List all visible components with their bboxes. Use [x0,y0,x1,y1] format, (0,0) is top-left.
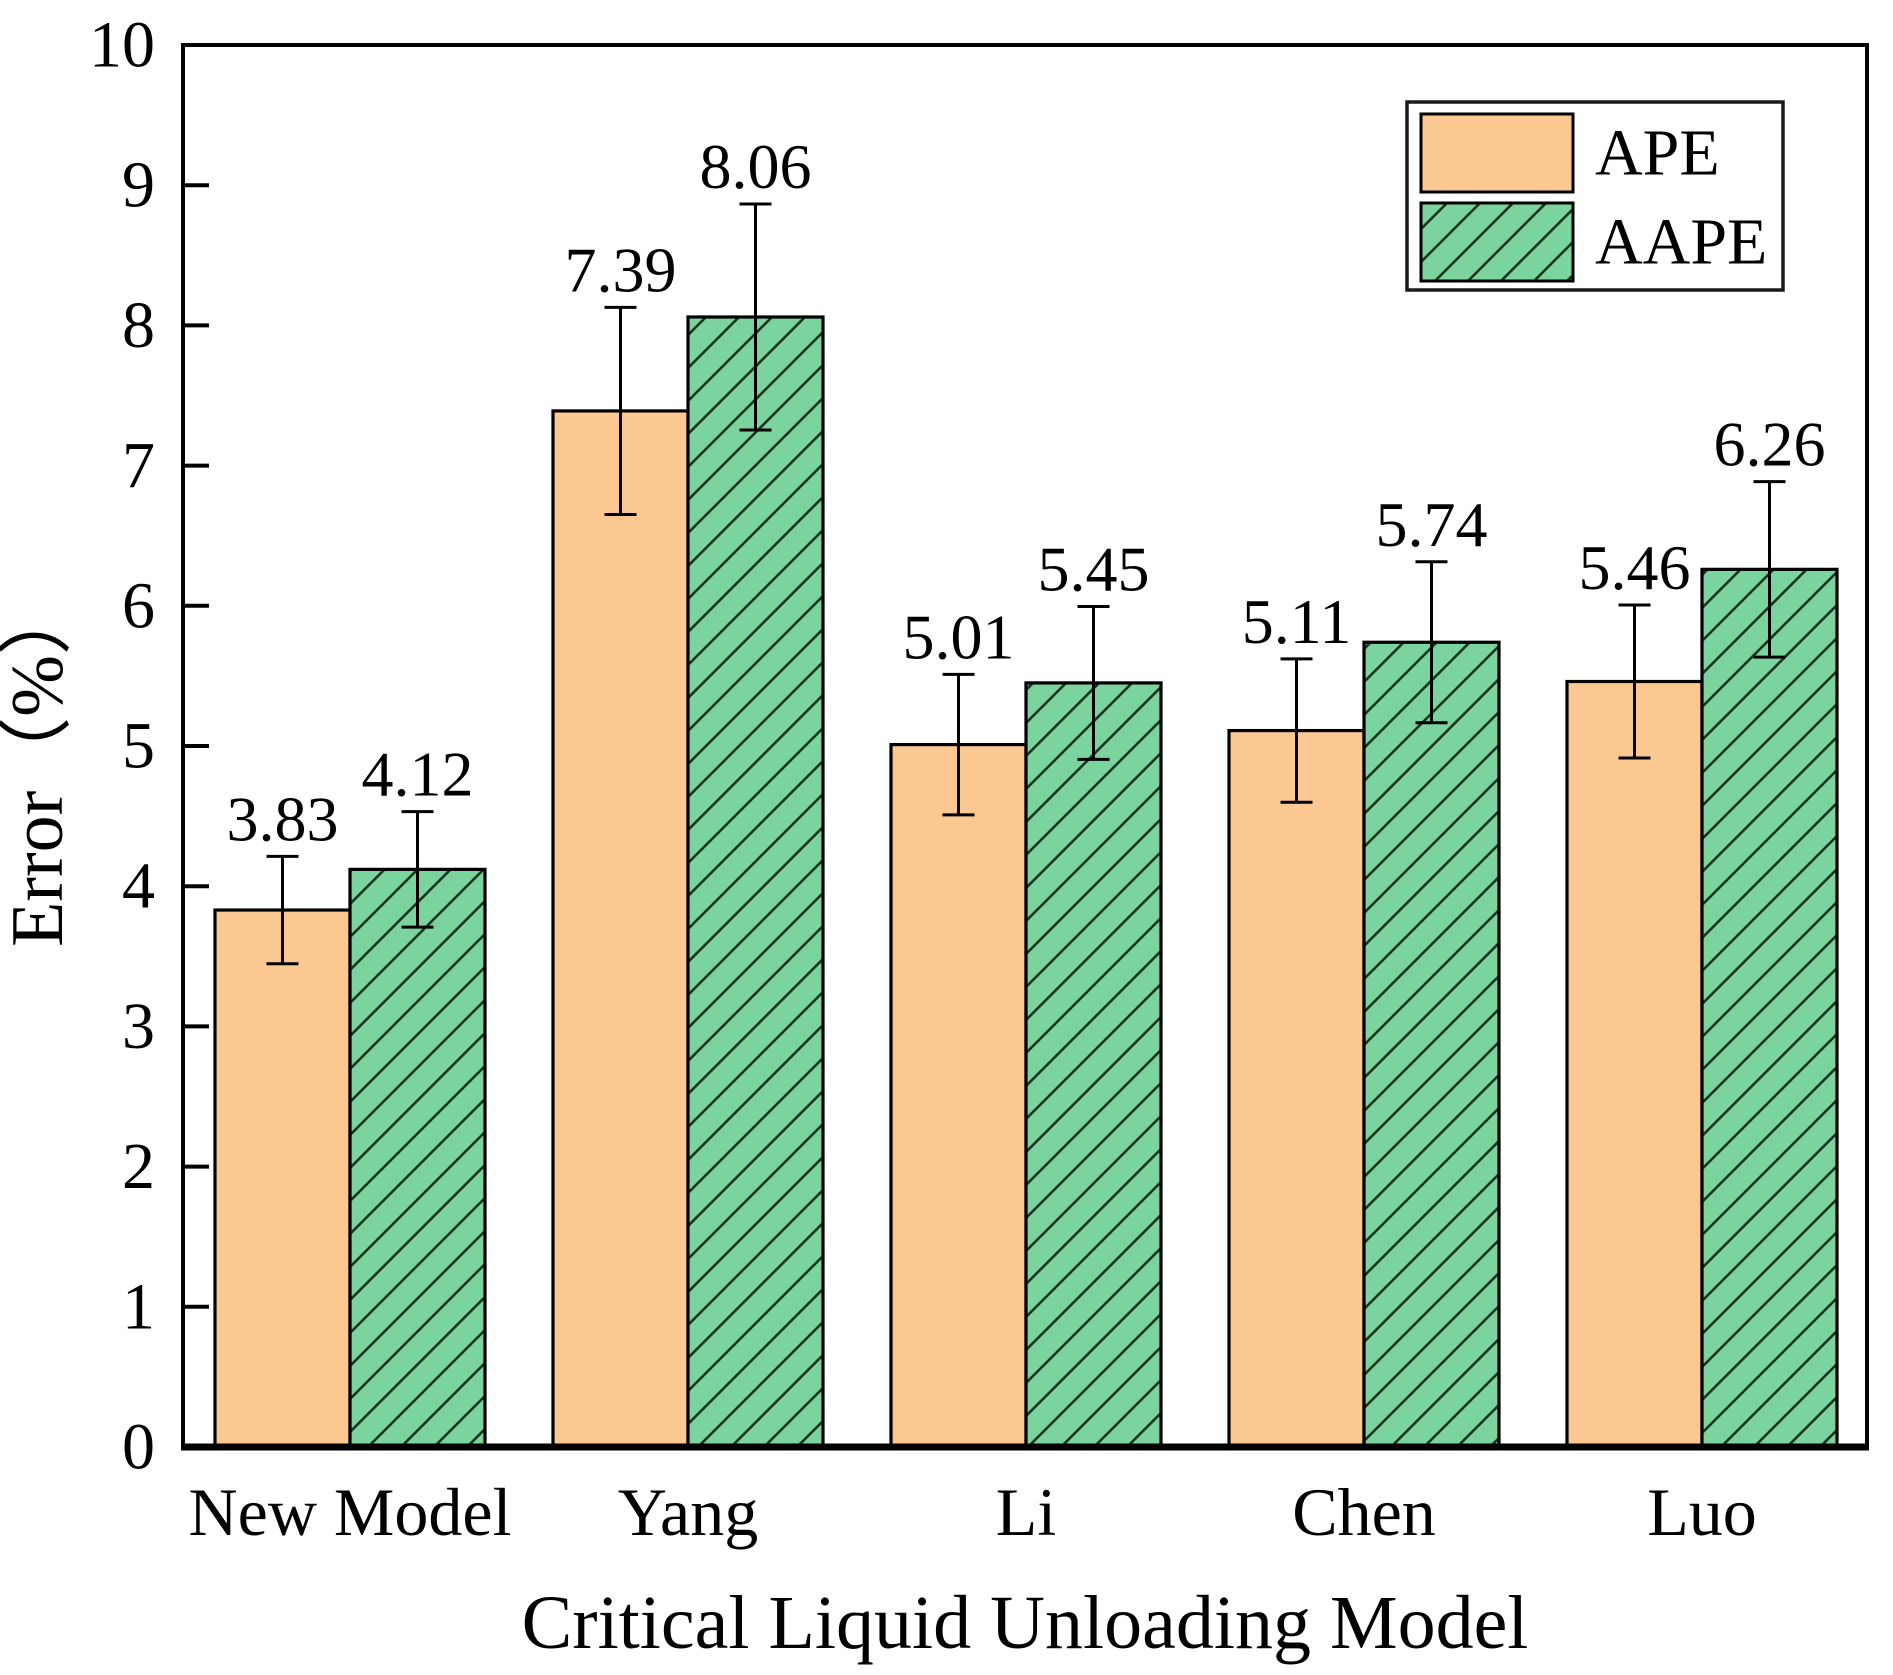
value-label-ape-chen: 5.11 [1242,586,1352,657]
y-tick-label-7: 7 [122,429,155,502]
bar-ape-1-li [891,744,1026,1447]
y-tick-label-10: 10 [89,9,155,82]
value-label-aape-li: 5.45 [1038,534,1150,605]
error-bar-aape-chen [1415,560,1448,725]
y-tick-label-6: 6 [122,569,155,642]
x-tick-label-luo: Luo [1647,1474,1757,1550]
bar-edge-aape-chen [1362,640,1501,1449]
legend-label-aape: AAPE [1595,206,1767,279]
bar-ape-1-new-model [215,910,350,1447]
bar-edge-aape-yang [686,315,825,1449]
value-label-aape-new-model: 4.12 [362,739,474,810]
x-tick-label-li: Li [996,1474,1056,1550]
y-tick-label-8: 8 [122,289,155,362]
x-tick-label-yang: Yang [618,1474,758,1550]
bar-ape-1-chen [1229,730,1364,1447]
y-tick-label-5: 5 [122,710,155,783]
legend-swatch-ape [1421,114,1573,192]
error-bar-ape-new-model [266,854,299,966]
y-tick-label-2: 2 [122,1130,155,1203]
value-label-ape-yang: 7.39 [565,234,677,305]
x-axis-title: Critical Liquid Unloading Model [522,1581,1529,1665]
value-label-ape-luo: 5.46 [1579,532,1691,603]
value-label-aape-yang: 8.06 [700,131,812,202]
error-bar-aape-luo [1753,480,1786,659]
legend-label-ape: APE [1595,117,1720,190]
error-bar-ape-luo [1618,603,1651,760]
error-bar-aape-new-model [401,810,434,929]
error-bar-aape-yang [739,202,772,432]
y-tick-label-0: 0 [122,1411,155,1484]
legend-swatch-edge-aape [1419,201,1575,283]
value-label-ape-new-model: 3.83 [227,783,339,854]
y-tick-label-1: 1 [122,1270,155,1343]
bar-ape-1-yang [553,410,688,1447]
bar-edge-aape-new-model [348,867,487,1449]
x-tick-label-chen: Chen [1292,1474,1436,1550]
error-bar-ape-li [942,672,975,817]
value-label-ape-li: 5.01 [903,601,1015,672]
y-tick-label-3: 3 [122,990,155,1063]
bar-edge-aape-li [1024,681,1163,1449]
error-bar-aape-li [1077,605,1110,761]
value-label-aape-luo: 6.26 [1714,409,1826,480]
error-bar-ape-chen [1280,657,1313,804]
y-tick-label-9: 9 [122,149,155,222]
bar-edge-aape-luo [1700,567,1839,1449]
y-axis-title: Error（%） [0,581,79,947]
y-tick-label-4: 4 [122,850,155,923]
error-bar-ape-yang [604,305,637,517]
x-tick-label-new-model: New Model [189,1474,512,1550]
value-label-aape-chen: 5.74 [1376,489,1488,560]
legend-swatch-edge-ape [1419,112,1575,194]
bar-ape-1-luo [1567,681,1702,1447]
